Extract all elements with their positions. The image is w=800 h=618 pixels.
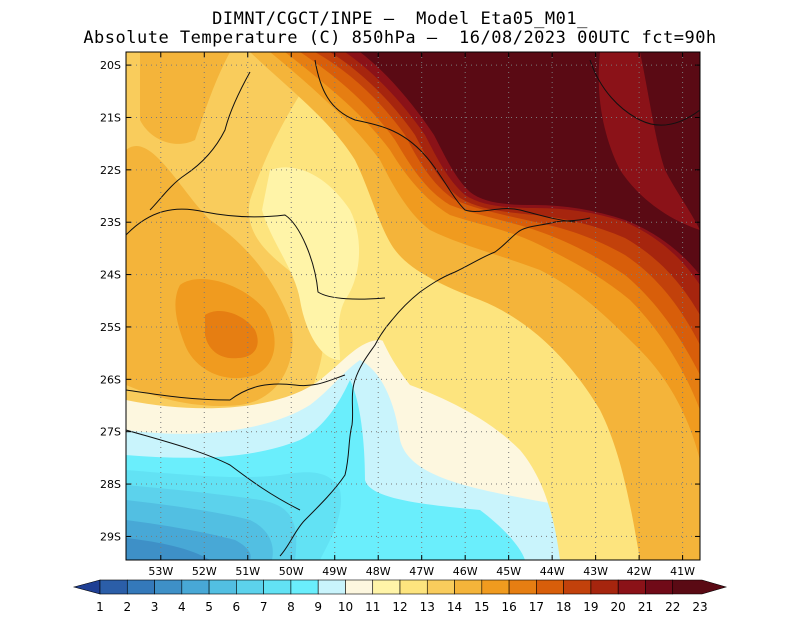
lon-tick-label: 51W xyxy=(235,565,260,578)
colorbar-swatch xyxy=(454,579,483,595)
chart-title-line-1: DIMNT/CGCT/INPE – Model Eta05_M01_ xyxy=(212,9,588,29)
colorbar-swatch xyxy=(290,579,319,595)
colorbar-swatch xyxy=(372,579,401,595)
colorbar: 1 2 3 4 5 6 7 8 9 10 11 12 13 14 15 16 17 18 19 20 21 22 23 xyxy=(72,579,728,614)
colorbar-swatch xyxy=(563,579,592,595)
field-band-4 xyxy=(126,538,210,560)
colorbar-swatch xyxy=(508,579,537,595)
colorbar-label: 16 xyxy=(501,600,516,614)
colorbar-label: 11 xyxy=(365,600,380,614)
chart-title-line-2: Absolute Temperature (C) 850hPa – 16/08/… xyxy=(83,28,717,48)
colorbar-swatch xyxy=(154,579,183,595)
colorbar-arrow-right xyxy=(672,579,728,595)
lat-tick-label: 22S xyxy=(100,164,121,177)
colorbar-label: 9 xyxy=(314,600,322,614)
lon-tick-label: 42W xyxy=(627,565,652,578)
lon-tick-label: 41W xyxy=(670,565,695,578)
colorbar-label: 7 xyxy=(260,600,268,614)
colorbar-label: 10 xyxy=(338,600,353,614)
lon-tick-label: 53W xyxy=(148,565,173,578)
colorbar-label: 14 xyxy=(447,600,462,614)
lon-tick-label: 47W xyxy=(409,565,434,578)
colorbar-swatch xyxy=(181,579,210,595)
colorbar-swatch xyxy=(481,579,510,595)
colorbar-swatch xyxy=(617,579,646,595)
map-grid xyxy=(126,52,700,560)
map-frame xyxy=(125,51,701,561)
lon-tick-label: 44W xyxy=(540,565,565,578)
colorbar-label: 4 xyxy=(178,600,186,614)
colorbar-swatch xyxy=(645,579,674,595)
coastlines-and-borders xyxy=(125,59,701,557)
field-band-23-east xyxy=(640,52,700,230)
colorbar-swatch xyxy=(126,579,155,595)
lat-tick-label: 21S xyxy=(100,111,121,124)
state-border-5 xyxy=(314,59,576,223)
lat-tick-label: 23S xyxy=(100,216,121,229)
lat-tick-label: 25S xyxy=(100,321,121,334)
colorbar-label: 1 xyxy=(96,600,104,614)
lat-tick-label: 29S xyxy=(100,530,121,543)
lat-tick-label: 26S xyxy=(100,373,121,386)
lat-tick-label: 28S xyxy=(100,478,121,491)
lat-tick-label: 24S xyxy=(100,269,121,282)
coastline xyxy=(279,217,591,557)
colorbar-label: 13 xyxy=(420,600,435,614)
lon-tick-label: 45W xyxy=(496,565,521,578)
lat-tick-label: 20S xyxy=(100,59,121,72)
colorbar-swatch xyxy=(263,579,292,595)
colorbar-label: 2 xyxy=(123,600,131,614)
colorbar-swatch xyxy=(399,579,428,595)
colorbar-label: 17 xyxy=(529,600,544,614)
colorbar-label: 15 xyxy=(474,600,489,614)
lon-tick-label: 52W xyxy=(192,565,217,578)
state-border-6 xyxy=(589,59,701,126)
colorbar-label: 19 xyxy=(583,600,598,614)
colorbar-arrow-left xyxy=(72,579,101,595)
state-border-2 xyxy=(125,429,301,511)
colorbar-label: 18 xyxy=(556,600,571,614)
lon-tick-label: 48W xyxy=(366,565,391,578)
lat-tick-label: 27S xyxy=(100,426,121,439)
field-band-23 xyxy=(360,52,700,275)
colorbar-swatch xyxy=(317,579,346,595)
field-band-18 xyxy=(205,310,258,359)
lon-tick-label: 43W xyxy=(583,565,608,578)
colorbar-swatch xyxy=(236,579,264,595)
colorbar-label: 8 xyxy=(287,600,295,614)
colorbar-label: 6 xyxy=(233,600,241,614)
colorbar-label: 20 xyxy=(611,600,626,614)
colorbar-label: 21 xyxy=(638,600,653,614)
colorbar-label: 22 xyxy=(665,600,680,614)
colorbar-swatch xyxy=(536,579,564,595)
colorbar-swatch xyxy=(208,579,237,595)
colorbar-label: 3 xyxy=(151,600,159,614)
colorbar-swatch xyxy=(99,579,128,595)
state-border-1 xyxy=(125,374,346,401)
colorbar-label: 23 xyxy=(692,600,707,614)
colorbar-label: 5 xyxy=(205,600,213,614)
colorbar-label: 12 xyxy=(392,600,407,614)
lon-tick-label: 46W xyxy=(453,565,478,578)
state-border-3 xyxy=(125,208,386,300)
colorbar-swatch xyxy=(590,579,619,595)
state-border-4 xyxy=(149,71,251,211)
map-axes: 53W 52W 51W 50W 49W 48W 47W 46W 45W 44W 43W 42W 41W 2… xyxy=(100,52,700,578)
lon-tick-label: 49W xyxy=(322,565,347,578)
temperature-field xyxy=(126,52,700,560)
field-band-14-coast xyxy=(370,300,620,560)
field-band-16-north xyxy=(140,52,230,144)
colorbar-swatch xyxy=(345,579,374,595)
lon-tick-label: 50W xyxy=(279,565,304,578)
colorbar-swatch xyxy=(426,579,455,595)
